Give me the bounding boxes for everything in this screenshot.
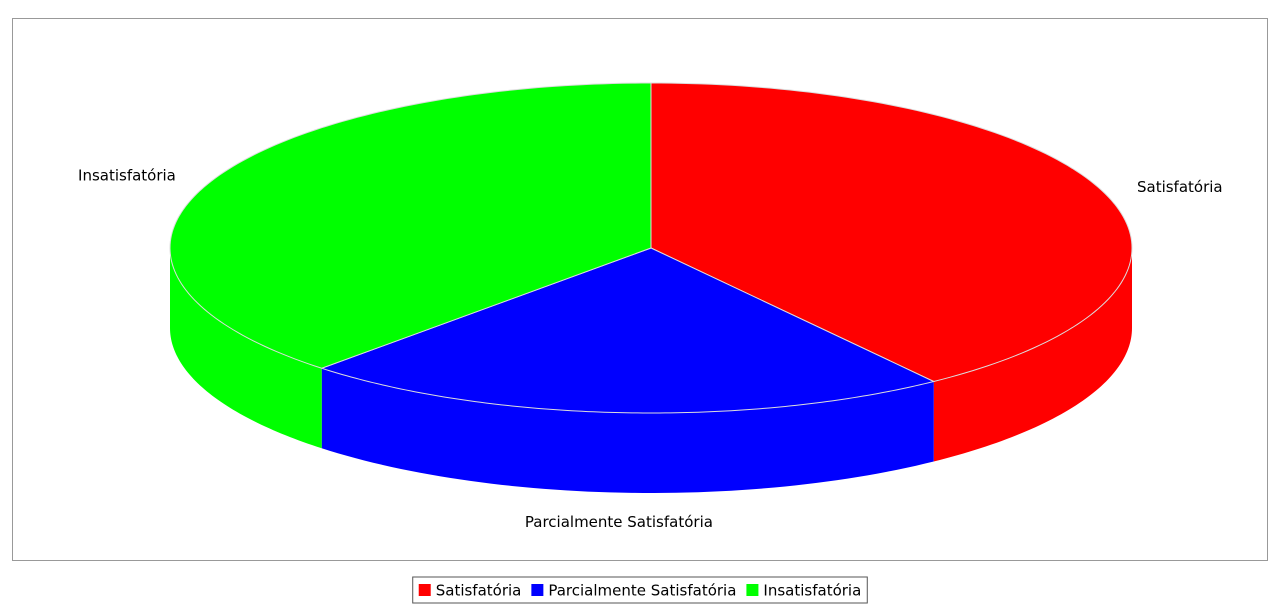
slice-side	[170, 248, 322, 449]
slice	[650, 82, 1133, 383]
legend-swatch	[746, 584, 759, 596]
slice-label: Insatisfatória	[78, 167, 176, 185]
slice-side	[321, 368, 934, 493]
slice-side	[933, 248, 1132, 462]
legend-label: Parcialmente Satisfatória	[548, 582, 736, 600]
slice	[320, 247, 936, 414]
legend-label: Satisfatória	[436, 582, 522, 600]
slice	[169, 82, 652, 369]
slice-label: Satisfatória	[1137, 178, 1223, 196]
slice-label: Parcialmente Satisfatória	[525, 513, 713, 531]
legend-label: Insatisfatória	[763, 582, 861, 600]
legend-swatch	[418, 584, 431, 596]
legend-box	[412, 576, 868, 604]
legend-swatch	[531, 584, 544, 596]
legend: Satisfatória Parcialmente Satisfatória Ins…	[412, 576, 868, 604]
